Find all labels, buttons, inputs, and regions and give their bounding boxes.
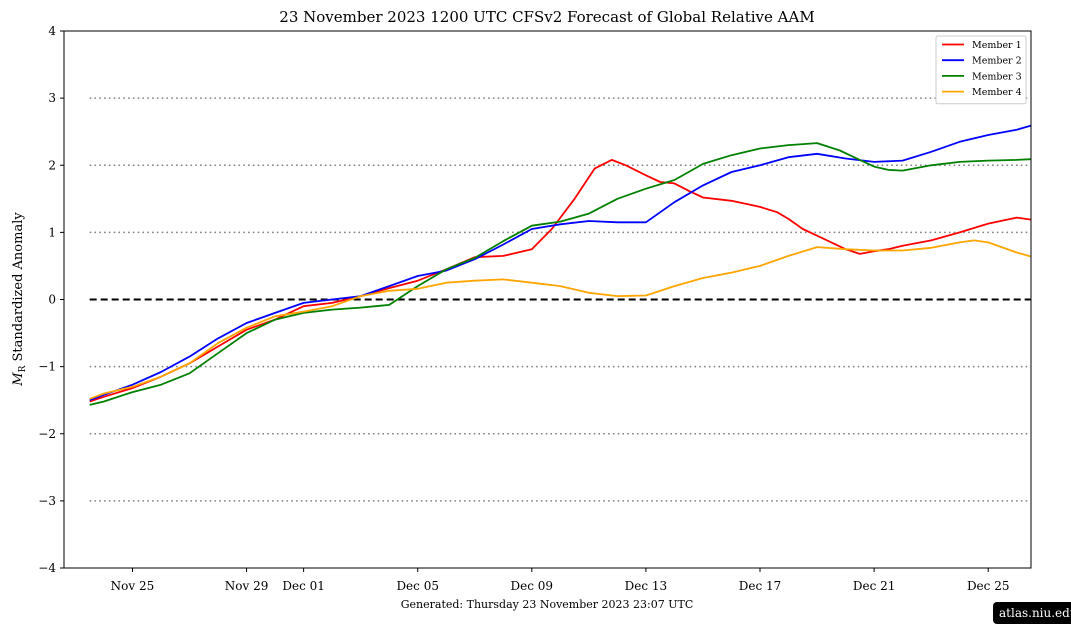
y-tick-label: 2 bbox=[48, 158, 56, 172]
x-tick-label: Dec 25 bbox=[967, 579, 1010, 593]
y-axis-label-symbol: M bbox=[11, 372, 26, 387]
legend-frame bbox=[935, 35, 1027, 105]
x-tick-label: Dec 01 bbox=[282, 579, 325, 593]
series-line-member-2 bbox=[89, 124, 1032, 402]
y-axis-label-subscript: R bbox=[18, 365, 28, 372]
y-tick-label: −3 bbox=[38, 494, 56, 508]
y-axis-ticks: −4 −3 −2 −1 0 1 2 3 4 bbox=[38, 24, 64, 575]
x-axis-ticks: Nov 25 Nov 29 Dec 01 Dec 05 Dec 09 Dec 13 Dec … bbox=[111, 568, 1010, 593]
legend-label: Member 2 bbox=[972, 56, 1022, 67]
x-tick-label: Dec 13 bbox=[625, 579, 668, 593]
y-tick-label: −4 bbox=[38, 561, 56, 575]
gridlines bbox=[89, 97, 1031, 502]
series-line-member-3 bbox=[89, 142, 1032, 406]
series-group bbox=[89, 124, 1032, 406]
x-tick-label: Dec 21 bbox=[853, 579, 896, 593]
series-line-member-4 bbox=[89, 239, 1032, 400]
y-axis-label: MR Standardized Anomaly bbox=[11, 212, 28, 387]
watermark-badge: atlas.niu.edu bbox=[993, 602, 1071, 624]
x-tick-label: Dec 09 bbox=[511, 579, 554, 593]
x-tick-label: Nov 25 bbox=[111, 579, 155, 593]
legend-label: Member 4 bbox=[972, 87, 1022, 98]
legend-label: Member 3 bbox=[972, 71, 1022, 82]
y-tick-label: 1 bbox=[48, 225, 56, 239]
y-tick-label: 0 bbox=[48, 293, 56, 307]
generated-timestamp: Generated: Thursday 23 November 2023 23:… bbox=[401, 598, 694, 611]
y-tick-label: −1 bbox=[38, 360, 56, 374]
legend: Member 1 Member 2 Member 3 Member 4 bbox=[935, 35, 1027, 105]
y-axis-label-text: Standardized Anomaly bbox=[11, 212, 26, 362]
series-line-member-1 bbox=[89, 158, 1032, 403]
x-tick-label: Dec 17 bbox=[739, 579, 782, 593]
y-tick-label: −2 bbox=[38, 427, 56, 441]
y-tick-label: 3 bbox=[48, 91, 56, 105]
x-tick-label: Dec 05 bbox=[396, 579, 439, 593]
chart-title: 23 November 2023 1200 UTC CFSv2 Forecast… bbox=[279, 8, 814, 26]
legend-label: Member 1 bbox=[972, 40, 1022, 51]
y-tick-label: 4 bbox=[48, 24, 56, 38]
x-tick-label: Nov 29 bbox=[225, 579, 269, 593]
